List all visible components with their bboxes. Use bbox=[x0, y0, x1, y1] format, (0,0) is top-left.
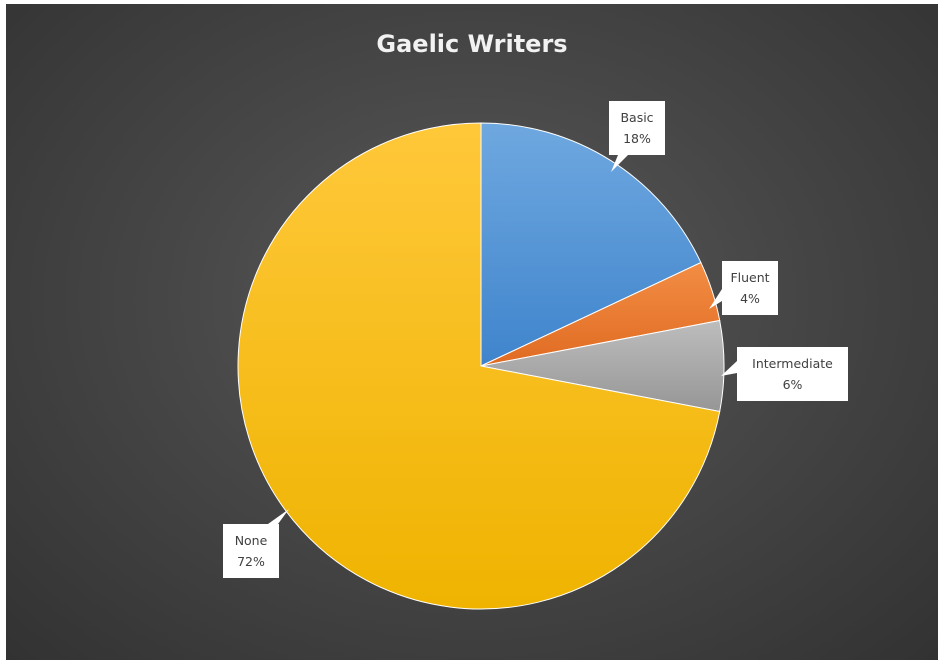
callout-pointer bbox=[611, 155, 628, 172]
pie-chart: Gaelic Writers Basic 18% Fluent 4% Intermedi… bbox=[223, 30, 848, 610]
data-label-category: Fluent bbox=[730, 270, 769, 285]
data-label-value: 6% bbox=[783, 377, 803, 392]
callout-pointer bbox=[268, 509, 289, 524]
callout-box bbox=[609, 101, 665, 155]
callout-box bbox=[223, 524, 279, 578]
pie-slice-none bbox=[237, 122, 721, 610]
pie-slice-basic bbox=[480, 122, 702, 367]
data-label-value: 72% bbox=[237, 554, 265, 569]
data-label-value: 18% bbox=[623, 131, 651, 146]
callout-box bbox=[737, 347, 848, 401]
chart-title: Gaelic Writers bbox=[376, 30, 567, 58]
data-label-intermediate: Intermediate 6% bbox=[721, 347, 848, 401]
data-labels: Basic 18% Fluent 4% Intermediate 6% None 72% bbox=[223, 101, 848, 578]
data-label-value: 4% bbox=[740, 291, 760, 306]
data-label-category: Intermediate bbox=[752, 356, 833, 371]
data-label-category: None bbox=[235, 533, 268, 548]
pie-slices bbox=[237, 122, 725, 610]
data-label-category: Basic bbox=[620, 110, 653, 125]
data-label-fluent: Fluent 4% bbox=[709, 261, 778, 315]
callout-box bbox=[722, 261, 778, 315]
chart-area: Gaelic Writers Basic 18% Fluent 4% Intermedi… bbox=[6, 4, 938, 660]
data-label-none: None 72% bbox=[223, 509, 289, 578]
callout-pointer bbox=[709, 289, 722, 309]
callout-pointer bbox=[721, 361, 737, 376]
data-label-basic: Basic 18% bbox=[609, 101, 665, 172]
